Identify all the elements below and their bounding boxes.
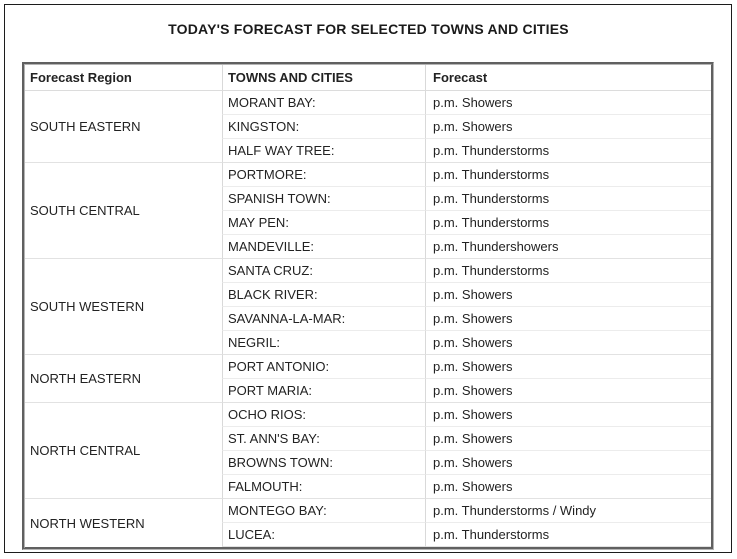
town-cell: MONTEGO BAY: — [222, 499, 425, 523]
forecast-cell: p.m. Showers — [425, 307, 711, 331]
table-row: NORTH EASTERN PORT ANTONIO: p.m. Showers — [25, 355, 711, 403]
forecast-cell: p.m. Thunderstorms — [425, 187, 711, 211]
town-cell: PORTMORE: — [222, 163, 425, 187]
town-cell: MANDEVILLE: — [222, 235, 425, 259]
forecast-cell: p.m. Thunderstorms — [425, 163, 711, 187]
forecast-cell: p.m. Showers — [425, 115, 711, 139]
page-title: TODAY'S FORECAST FOR SELECTED TOWNS AND … — [168, 21, 569, 37]
table-row: FALMOUTH: p.m. Showers — [25, 475, 711, 499]
table-row: SOUTH EASTERN MORANT BAY: p.m. Showers — [25, 91, 711, 163]
forecast-cell: p.m. Showers — [425, 355, 711, 379]
table-row: SAVANNA-LA-MAR: p.m. Showers — [25, 307, 711, 331]
region-cell: SOUTH EASTERN — [25, 91, 222, 163]
table-row: MANDEVILLE: p.m. Thundershowers — [25, 235, 711, 259]
table-row: NEGRIL: p.m. Showers — [25, 331, 711, 355]
town-cell: PORT MARIA: — [222, 379, 425, 403]
table-row: KINGSTON: p.m. Showers — [25, 115, 711, 139]
region-cell: NORTH EASTERN — [25, 355, 222, 403]
forecast-cell: p.m. Showers — [425, 451, 711, 475]
table-row: HALF WAY TREE: p.m. Thunderstorms — [25, 139, 711, 163]
town-cell: NEGRIL: — [222, 331, 425, 355]
town-cell: SAVANNA-LA-MAR: — [222, 307, 425, 331]
town-cell: LUCEA: — [222, 523, 425, 547]
town-cell: ST. ANN'S BAY: — [222, 427, 425, 451]
table-row: NORTH CENTRAL OCHO RIOS: p.m. Showers — [25, 403, 711, 499]
table-row: MAY PEN: p.m. Thunderstorms — [25, 211, 711, 235]
table-row: PORT MARIA: p.m. Showers — [25, 379, 711, 403]
town-cell: FALMOUTH: — [222, 475, 425, 499]
forecast-cell: p.m. Showers — [425, 427, 711, 451]
header-row: Forecast Region TOWNS AND CITIES Forecas… — [25, 65, 711, 91]
region-cell: SOUTH CENTRAL — [25, 163, 222, 259]
region-cell: SOUTH WESTERN — [25, 259, 222, 355]
forecast-cell: p.m. Showers — [425, 379, 711, 403]
table-row: LUCEA: p.m. Thunderstorms — [25, 523, 711, 547]
column-header-forecast: Forecast — [425, 65, 711, 91]
forecast-cell: p.m. Thunderstorms — [425, 211, 711, 235]
town-cell: KINGSTON: — [222, 115, 425, 139]
town-cell: HALF WAY TREE: — [222, 139, 425, 163]
table-row: SPANISH TOWN: p.m. Thunderstorms — [25, 187, 711, 211]
forecast-cell: p.m. Showers — [425, 331, 711, 355]
table-row: BROWNS TOWN: p.m. Showers — [25, 451, 711, 475]
table-row: ST. ANN'S BAY: p.m. Showers — [25, 427, 711, 451]
town-cell: PORT ANTONIO: — [222, 355, 425, 379]
forecast-cell: p.m. Showers — [425, 283, 711, 307]
table-row: SOUTH CENTRAL PORTMORE: p.m. Thunderstorms — [25, 163, 711, 259]
forecast-cell: p.m. Thunderstorms — [425, 139, 711, 163]
table-row: SOUTH WESTERN SANTA CRUZ: p.m. Thunderstor… — [25, 259, 711, 355]
table-row: NORTH WESTERN MONTEGO BAY: p.m. Thundersto… — [25, 499, 711, 531]
column-header-forecast-region: Forecast Region — [25, 65, 222, 91]
forecast-cell: p.m. Showers — [425, 403, 711, 427]
town-cell: BROWNS TOWN: — [222, 451, 425, 475]
town-cell: BLACK RIVER: — [222, 283, 425, 307]
forecast-cell: p.m. Thundershowers — [425, 235, 711, 259]
forecast-cell: p.m. Showers — [425, 91, 711, 115]
column-header-towns-and-cities: TOWNS AND CITIES — [222, 65, 425, 91]
town-cell: SPANISH TOWN: — [222, 187, 425, 211]
table-row: BLACK RIVER: p.m. Showers — [25, 283, 711, 307]
forecast-cell: p.m. Showers — [425, 475, 711, 499]
forecast-table: Forecast Region TOWNS AND CITIES Forecas… — [22, 62, 714, 550]
forecast-cell: p.m. Thunderstorms — [425, 259, 711, 283]
town-cell: OCHO RIOS: — [222, 403, 425, 427]
region-cell: NORTH CENTRAL — [25, 403, 222, 499]
town-cell: SANTA CRUZ: — [222, 259, 425, 283]
region-cell: NORTH WESTERN — [30, 515, 145, 531]
forecast-cell: p.m. Thunderstorms — [425, 523, 711, 547]
forecast-cell: p.m. Thunderstorms / Windy — [425, 499, 711, 523]
town-cell: MORANT BAY: — [222, 91, 425, 115]
town-cell: MAY PEN: — [222, 211, 425, 235]
